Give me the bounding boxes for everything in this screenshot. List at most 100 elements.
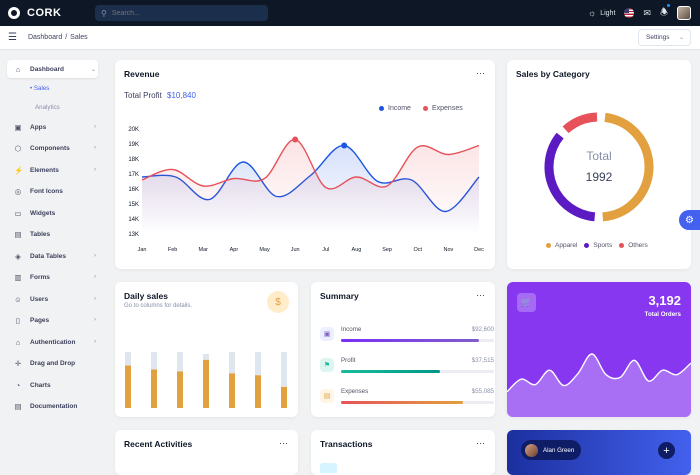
orders-line [507,353,691,393]
summary-title: Summary [320,291,359,301]
total-orders-chart [507,353,691,417]
bar-last-week [177,352,183,372]
y-tick-label: 13K [128,232,139,238]
sidebar-subitem-sales[interactable]: • Sales [30,85,50,92]
more-options-icon[interactable]: ⋯ [476,290,485,300]
logo-icon [8,7,20,19]
profile-chip[interactable]: Alan Green [521,440,581,460]
layers-icon: ◈ [15,251,21,261]
bar-sales [229,373,235,408]
bar-sales [203,359,209,408]
user-avatar[interactable] [677,6,691,20]
sidebar-item-documentation[interactable]: ▤ Documentation [14,399,96,413]
summary-progress-expenses [341,401,464,404]
y-tick-label: 15K [128,202,139,208]
sidebar-item-apps[interactable]: ▣ Apps › [14,120,96,134]
zap-icon: ⚡ [14,165,24,175]
chevron-right-icon: › [94,167,96,173]
sidebar-item-tables[interactable]: ▤ Tables [14,227,96,241]
summary-row-income: ▣ Income $92,600 [320,323,494,353]
target-icon: ◎ [14,186,22,196]
transactions-card: Transactions ⋯ [311,430,495,475]
sidebar-subitem-analytics[interactable]: Analytics [35,104,60,111]
sidebar-item-widgets[interactable]: ▭ Widgets [14,206,96,220]
revenue-card: Revenue ⋯ Total Profit $10,840 Income Ex… [115,60,495,269]
sidebar-item-authentication[interactable]: ⌂ Authentication › [14,335,96,349]
x-tick-label: Jan [138,247,147,253]
credit-card-icon: ▤ [320,389,334,403]
donut-slice-sports [544,132,596,222]
sidebar-item-forms[interactable]: ▥ Forms › [14,270,96,284]
sidebar-item-users[interactable]: ☺ Users › [14,292,96,306]
y-tick-label: 18K [128,157,139,163]
recent-activities-title: Recent Activities [124,439,193,449]
sidebar-item-label: Elements [30,166,59,174]
breadcrumb: Dashboard / Sales [28,34,88,41]
legend-apparel[interactable]: Apparel [555,242,578,249]
bar-sales [177,371,183,408]
book-icon: ▤ [14,401,22,411]
chevron-right-icon: › [94,317,96,323]
category-legend: Apparel Sports Others [546,242,648,249]
legend-income[interactable]: Income [388,105,411,112]
total-profit-label: Total Profit [124,91,162,100]
tag-icon: ⚑ [320,358,334,372]
chevron-right-icon: › [94,274,96,280]
chevron-right-icon: › [94,124,96,130]
summary-progress-income [341,339,479,342]
breadcrumb-parent[interactable]: Dashboard [27,34,63,41]
menu-toggle-icon[interactable]: ☰ [8,32,17,43]
legend-others-dot [619,243,625,248]
search-box[interactable]: ⚲ [95,5,268,21]
secondary-navbar: ☰ Dashboard / Sales Settings ⌄ [0,26,700,50]
more-options-icon[interactable]: ⋯ [476,68,485,78]
sidebar-item-drag-and-drop[interactable]: ✛ Drag and Drop [14,356,96,370]
y-tick-label: 20K [128,127,139,133]
y-tick-label: 16K [128,187,139,193]
plus-icon[interactable]: + [658,442,675,459]
summary-card: Summary ⋯ ▣ Income $92,600 ⚑ Profit $37,… [311,282,495,417]
sidebar-item-font-icons[interactable]: ◎ Font Icons [14,184,96,198]
settings-dropdown[interactable]: Settings ⌄ [638,29,691,46]
summary-progress-profit [341,370,441,373]
legend-others[interactable]: Others [628,242,648,249]
theme-toggle[interactable]: ☼ Light [588,8,615,18]
legend-expenses[interactable]: Expenses [431,105,463,112]
sidebar-subitem-label: Sales [33,85,50,92]
daily-sales-title: Daily sales [124,291,168,301]
sidebar-item-label: Widgets [30,209,56,217]
more-options-icon[interactable]: ⋯ [279,438,288,448]
sidebar-item-dashboard[interactable]: ⌂ Dashboard ⌄ [14,62,96,76]
sales-category-title: Sales by Category [516,69,590,79]
progress-track [341,339,494,342]
donut-center-value: 1992 [585,170,613,184]
brand-logo[interactable]: CORK [8,7,90,19]
legend-sports-dot [584,243,590,248]
gear-icon[interactable]: ⚙ [679,210,700,230]
summary-row-profit: ⚑ Profit $37,515 [320,354,494,384]
search-input[interactable] [111,9,252,17]
sidebar-item-data-tables[interactable]: ◈ Data Tables › [14,249,96,263]
us-flag-icon[interactable] [624,8,635,18]
sidebar-item-pages[interactable]: ▯ Pages › [14,313,96,327]
transactions-title: Transactions [320,439,373,449]
sidebar-item-label: Tables [30,230,51,238]
x-tick-label: Sep [382,247,392,253]
daily-sales-card: Daily sales Go to columns for details. $ [115,282,298,417]
sidebar-item-label: Documentation [30,402,78,410]
donut-slice-others [562,112,598,134]
more-options-icon[interactable]: ⋯ [476,438,485,448]
mail-icon[interactable]: ✉ [643,7,651,18]
sidebar-item-elements[interactable]: ⚡ Elements › [14,163,96,177]
legend-sports[interactable]: Sports [593,242,613,249]
x-tick-label: Feb [168,247,177,253]
legend-apparel-dot [546,243,551,248]
x-tick-label: Dec [474,247,484,253]
sidebar-item-charts[interactable]: ◔ Charts [14,378,96,392]
summary-value: $92,600 [471,326,494,333]
total-profit-value: $10,840 [167,91,196,100]
layout-icon: ▤ [14,229,22,239]
sidebar-item-components[interactable]: ⬡ Components › [14,141,96,155]
progress-track [341,401,494,404]
bell-icon[interactable]: 🕭 [660,4,670,21]
